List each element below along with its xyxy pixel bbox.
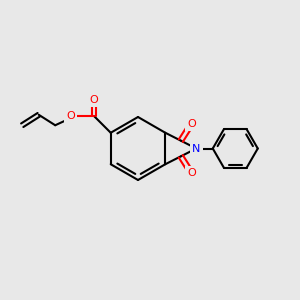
Text: O: O [90,95,99,105]
Text: N: N [192,143,200,154]
Text: O: O [66,111,75,121]
Text: O: O [187,168,196,178]
Text: O: O [187,119,196,129]
